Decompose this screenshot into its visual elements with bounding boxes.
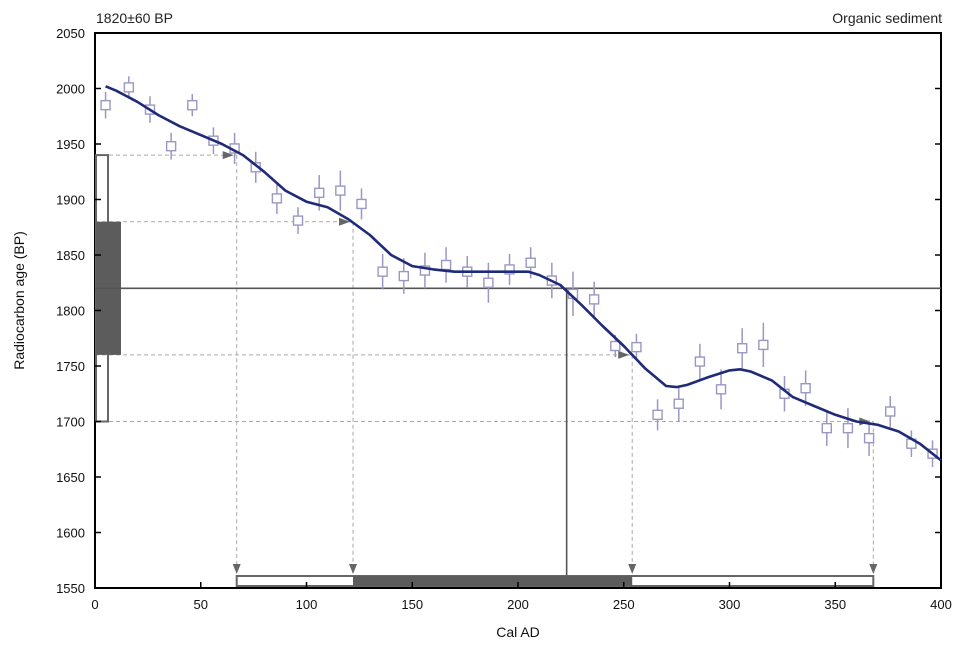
one-sigma-cal-range-0	[353, 576, 633, 586]
point-marker	[736, 343, 748, 354]
x-tick-label-2: 100	[296, 597, 318, 612]
point-marker	[100, 99, 111, 111]
data-point-8	[271, 182, 283, 214]
curve-arrow-2	[222, 151, 234, 160]
range-arrow-2	[628, 564, 637, 574]
point-marker	[715, 384, 727, 395]
data-point-14	[398, 258, 409, 294]
data-point-36	[863, 420, 875, 456]
point-marker	[356, 198, 367, 210]
point-marker	[419, 265, 431, 276]
point-marker	[165, 141, 177, 152]
point-marker	[821, 422, 832, 434]
data-point-1	[123, 76, 135, 99]
data-point-30	[736, 328, 748, 369]
y-tick-label-6: 1850	[56, 248, 85, 263]
sample-age-label: 1820±60 BP	[96, 10, 173, 26]
point-marker	[377, 266, 388, 277]
range-arrow-0	[232, 564, 241, 574]
point-marker	[863, 432, 875, 444]
data-point-27	[673, 385, 684, 422]
y-tick-label-4: 1750	[56, 359, 85, 374]
point-marker	[525, 257, 536, 268]
point-marker	[398, 270, 409, 282]
curve-arrow-1	[618, 350, 630, 359]
data-point-29	[715, 369, 727, 410]
point-marker	[800, 383, 811, 394]
data-point-19	[504, 253, 515, 285]
y-tick-label-9: 2000	[56, 82, 85, 97]
point-marker	[313, 187, 325, 199]
point-marker	[271, 193, 283, 204]
x-axis-label: Cal AD	[496, 624, 540, 640]
x-tick-label-5: 250	[613, 597, 635, 612]
point-marker	[292, 215, 304, 226]
y-axis-label: Radiocarbon age (BP)	[11, 231, 27, 370]
data-point-9	[292, 207, 304, 234]
y-tick-label-7: 1900	[56, 193, 85, 208]
data-point-23	[588, 281, 600, 318]
data-point-37	[885, 395, 896, 428]
data-point-34	[821, 410, 832, 446]
data-point-38	[906, 430, 917, 458]
range-arrow-1	[349, 564, 358, 574]
plot-frame	[94, 32, 942, 589]
x-tick-label-0: 0	[91, 597, 98, 612]
data-point-35	[842, 408, 854, 449]
data-point-0	[100, 91, 111, 119]
point-marker	[631, 341, 642, 353]
point-marker	[885, 406, 896, 417]
x-tick-label-3: 150	[401, 597, 423, 612]
point-marker	[187, 99, 198, 111]
range-arrow-3	[869, 564, 878, 574]
data-point-13	[377, 253, 388, 290]
y-tick-label-1: 1600	[56, 526, 85, 541]
point-marker	[673, 398, 684, 409]
curve-arrow-0	[339, 217, 351, 226]
point-marker	[842, 422, 854, 434]
point-marker	[694, 356, 706, 367]
data-point-4	[187, 94, 198, 117]
y-tick-label-5: 1800	[56, 304, 85, 319]
point-marker	[758, 339, 769, 351]
x-tick-label-4: 200	[507, 597, 529, 612]
y-tick-label-8: 1950	[56, 137, 85, 152]
calibration-curve	[105, 85, 942, 462]
point-marker	[335, 185, 346, 196]
y-tick-label-0: 1550	[56, 581, 85, 596]
point-marker	[610, 340, 621, 352]
material-label: Organic sediment	[832, 10, 942, 26]
point-marker	[588, 294, 600, 305]
y-tick-label-2: 1650	[56, 470, 85, 485]
data-point-12	[356, 188, 367, 220]
point-marker	[123, 82, 135, 93]
data-point-31	[758, 322, 769, 368]
data-point-18	[483, 262, 494, 303]
y-tick-label-10: 2050	[56, 26, 85, 41]
data-point-28	[694, 343, 706, 380]
x-tick-label-8: 400	[930, 597, 952, 612]
x-tick-label-7: 350	[824, 597, 846, 612]
data-point-11	[335, 170, 346, 211]
data-point-15	[419, 252, 431, 289]
y-tick-label-3: 1700	[56, 415, 85, 430]
data-point-26	[652, 399, 663, 431]
point-marker	[440, 259, 452, 271]
x-tick-label-1: 50	[194, 597, 208, 612]
x-tick-label-6: 300	[719, 597, 741, 612]
point-marker	[483, 277, 494, 288]
data-point-3	[165, 132, 177, 160]
data-point-33	[800, 370, 811, 406]
data-point-25	[631, 333, 642, 361]
point-marker	[652, 409, 663, 421]
data-point-16	[440, 247, 452, 283]
point-marker	[504, 264, 515, 275]
